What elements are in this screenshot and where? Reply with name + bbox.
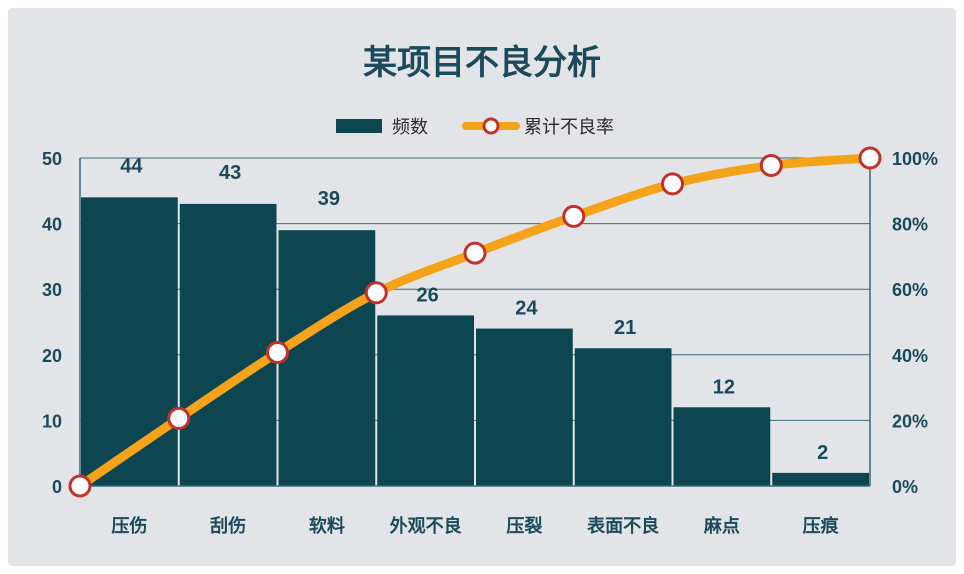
right-tick-label: 40% [892, 346, 928, 366]
left-tick-label: 0 [52, 477, 62, 497]
bar-data-label: 26 [417, 284, 439, 306]
category-label: 压裂 [506, 516, 542, 537]
chart-title: 某项目不良分析 [363, 43, 601, 83]
category-label: 表面不良 [587, 515, 659, 537]
right-tick-label: 60% [892, 280, 928, 300]
cumulative-point-6 [661, 172, 684, 196]
bar-5 [476, 328, 573, 486]
category-label: 压伤 [111, 515, 147, 537]
bar-3 [278, 230, 376, 486]
left-tick-label: 50 [42, 149, 62, 169]
bar-7 [673, 407, 771, 486]
bar-4 [377, 315, 474, 486]
left-axis-ticks: 0 10 20 30 40 50 [42, 149, 62, 497]
bars [81, 197, 869, 487]
cumulative-point-4 [463, 241, 487, 265]
bar-data-label: 2 [817, 442, 828, 464]
right-axis-ticks: 0% 20% 40% 60% 80% 100% [892, 149, 938, 497]
cumulative-point-1 [167, 406, 191, 430]
category-labels: 压伤 刮伤 软料 外观不良 压裂 表面不良 麻点 压痕 [111, 515, 839, 537]
right-tick-label: 80% [892, 215, 928, 235]
category-label: 外观不良 [390, 515, 462, 537]
cumulative-point-0 [68, 474, 92, 498]
left-tick-label: 30 [42, 280, 62, 300]
left-tick-label: 40 [42, 215, 62, 235]
category-label: 麻点 [703, 515, 740, 537]
cumulative-point-7 [759, 154, 783, 178]
bar-2 [179, 203, 277, 487]
left-tick-label: 20 [42, 346, 62, 366]
cumulative-markers [68, 146, 882, 498]
bar-data-label: 12 [713, 376, 735, 398]
cumulative-point-5 [562, 204, 586, 228]
legend: 频数 累计不良率 [336, 117, 614, 138]
left-tick-label: 10 [42, 411, 62, 431]
cumulative-point-2 [266, 341, 289, 365]
bar-data-label: 39 [318, 188, 340, 210]
bar-1 [81, 197, 178, 487]
category-label: 压痕 [803, 515, 840, 537]
bar-data-label: 21 [614, 317, 636, 339]
category-label: 软料 [309, 515, 345, 537]
axes [79, 158, 871, 487]
right-tick-label: 20% [892, 411, 928, 431]
legend-line-label: 累计不良率 [524, 117, 614, 138]
bar-data-label: 44 [120, 155, 143, 177]
bar-6 [574, 348, 672, 486]
right-tick-label: 100% [892, 149, 938, 169]
legend-bar-swatch [336, 119, 382, 133]
bar-data-label: 43 [219, 162, 241, 184]
bar-data-label: 24 [515, 298, 538, 320]
bar-8 [772, 472, 869, 486]
pareto-chart: 某项目不良分析 频数 累计不良率 44 43 39 26 24 21 12 2 0 10 20 30… [42, 43, 938, 537]
cumulative-point-3 [364, 281, 388, 305]
cumulative-point-8 [858, 146, 882, 170]
bar-data-labels: 44 43 39 26 24 21 12 2 [120, 155, 828, 464]
chart-panel: 某项目不良分析 频数 累计不良率 44 43 39 26 24 21 12 2 0 10 20 30… [8, 8, 956, 566]
category-label: 刮伤 [210, 515, 246, 537]
right-tick-label: 0% [892, 477, 918, 497]
legend-bar-label: 频数 [392, 117, 428, 138]
legend-line-marker [482, 117, 500, 135]
